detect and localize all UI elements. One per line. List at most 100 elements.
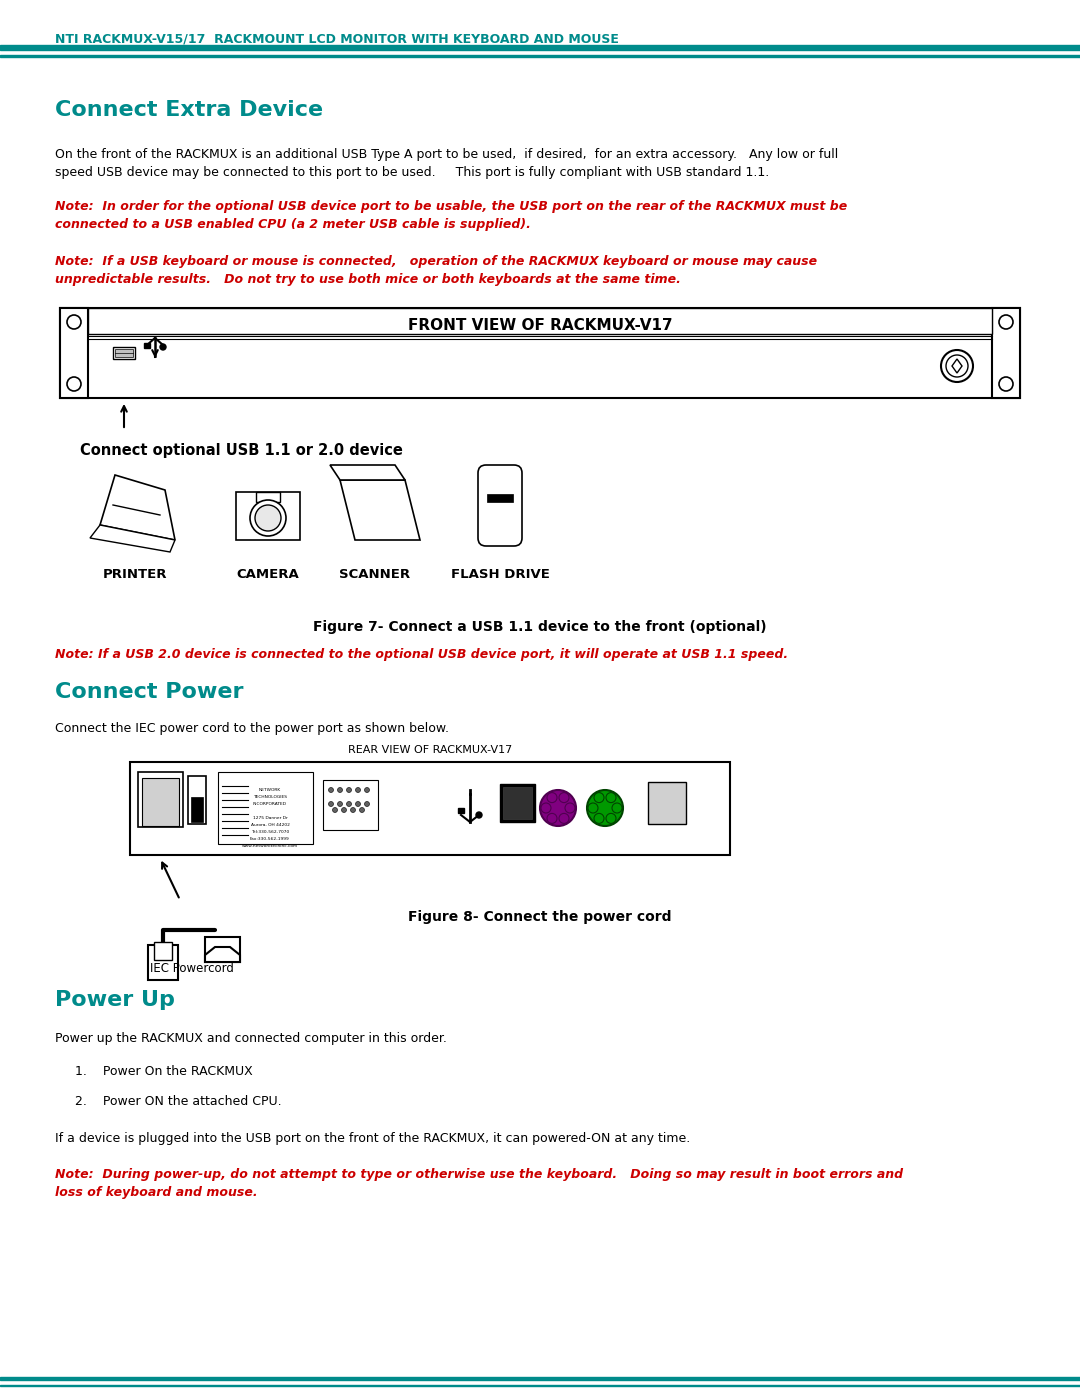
Text: CAMERA: CAMERA <box>237 569 299 581</box>
Text: Connect Extra Device: Connect Extra Device <box>55 101 323 120</box>
Bar <box>154 942 172 960</box>
Circle shape <box>476 812 482 819</box>
Bar <box>130 761 730 855</box>
Circle shape <box>999 314 1013 330</box>
Bar <box>60 307 87 398</box>
Text: Note:  If a USB keyboard or mouse is connected,   operation of the RACKMUX keybo: Note: If a USB keyboard or mouse is conn… <box>55 256 818 268</box>
Text: FLASH DRIVE: FLASH DRIVE <box>450 569 550 581</box>
Text: SCANNER: SCANNER <box>339 569 410 581</box>
Bar <box>141 778 179 826</box>
Circle shape <box>333 807 337 813</box>
Bar <box>191 798 203 821</box>
Text: unpredictable results.   Do not try to use both mice or both keyboards at the sa: unpredictable results. Do not try to use… <box>55 272 680 286</box>
Bar <box>0 1377 1080 1380</box>
Circle shape <box>337 788 342 792</box>
Text: INCORPORATED: INCORPORATED <box>253 802 287 806</box>
Circle shape <box>355 802 361 806</box>
Bar <box>144 344 150 348</box>
Bar <box>237 492 300 541</box>
Ellipse shape <box>259 507 276 529</box>
Text: If a device is plugged into the USB port on the front of the RACKMUX, it can pow: If a device is plugged into the USB port… <box>55 1132 690 1146</box>
Circle shape <box>355 788 361 792</box>
Bar <box>87 307 993 334</box>
Circle shape <box>337 802 342 806</box>
Circle shape <box>606 813 616 823</box>
Text: speed USB device may be connected to this port to be used.     This port is full: speed USB device may be connected to thi… <box>55 166 769 179</box>
Polygon shape <box>330 465 405 481</box>
Text: Note: If a USB 2.0 device is connected to the optional USB device port, it will : Note: If a USB 2.0 device is connected t… <box>55 648 788 661</box>
Bar <box>148 944 178 981</box>
Bar <box>993 307 1020 398</box>
Circle shape <box>612 803 622 813</box>
Circle shape <box>546 813 557 823</box>
Polygon shape <box>205 947 240 963</box>
Text: REAR VIEW OF RACKMUX-V17: REAR VIEW OF RACKMUX-V17 <box>348 745 512 754</box>
Circle shape <box>565 803 575 813</box>
Text: 1275 Danner Dr: 1275 Danner Dr <box>253 816 287 820</box>
Circle shape <box>328 802 334 806</box>
Bar <box>60 307 1020 398</box>
Text: Figure 8- Connect the power cord: Figure 8- Connect the power cord <box>408 909 672 923</box>
Circle shape <box>946 355 968 377</box>
Circle shape <box>941 351 973 381</box>
Text: loss of keyboard and mouse.: loss of keyboard and mouse. <box>55 1186 258 1199</box>
Text: IEC Powercord: IEC Powercord <box>150 963 234 975</box>
Circle shape <box>559 813 569 823</box>
Polygon shape <box>90 525 175 552</box>
Bar <box>648 782 686 824</box>
Circle shape <box>594 792 604 803</box>
Text: Note:  During power-up, do not attempt to type or otherwise use the keyboard.   : Note: During power-up, do not attempt to… <box>55 1168 903 1180</box>
Text: www.networktechinc.com: www.networktechinc.com <box>242 844 298 848</box>
Circle shape <box>67 377 81 391</box>
Text: NTI RACKMUX-V15/17  RACKMOUNT LCD MONITOR WITH KEYBOARD AND MOUSE: NTI RACKMUX-V15/17 RACKMOUNT LCD MONITOR… <box>55 32 619 45</box>
Bar <box>205 937 240 963</box>
Bar <box>138 773 183 827</box>
Bar <box>0 45 1080 50</box>
Circle shape <box>347 802 351 806</box>
Circle shape <box>365 802 369 806</box>
Circle shape <box>999 377 1013 391</box>
Circle shape <box>546 792 557 803</box>
Circle shape <box>365 788 369 792</box>
Text: On the front of the RACKMUX is an additional USB Type A port to be used,  if des: On the front of the RACKMUX is an additi… <box>55 148 838 161</box>
Polygon shape <box>951 359 962 373</box>
Polygon shape <box>340 481 420 541</box>
Text: 1.    Power On the RACKMUX: 1. Power On the RACKMUX <box>75 1065 253 1078</box>
Bar <box>458 807 464 813</box>
Circle shape <box>588 789 623 826</box>
Circle shape <box>160 344 166 351</box>
Bar <box>0 1384 1080 1386</box>
Circle shape <box>67 314 81 330</box>
Circle shape <box>255 504 281 531</box>
Bar <box>256 492 280 502</box>
Circle shape <box>249 500 286 536</box>
FancyBboxPatch shape <box>478 465 522 546</box>
Bar <box>503 787 532 819</box>
Text: Aurora, OH 44202: Aurora, OH 44202 <box>251 823 289 827</box>
Text: Fax:330-562-1999: Fax:330-562-1999 <box>251 837 289 841</box>
Text: Connect the IEC power cord to the power port as shown below.: Connect the IEC power cord to the power … <box>55 722 449 735</box>
Text: PRINTER: PRINTER <box>103 569 167 581</box>
Bar <box>188 775 206 824</box>
Text: 2.    Power ON the attached CPU.: 2. Power ON the attached CPU. <box>75 1095 282 1108</box>
Bar <box>114 349 133 358</box>
Text: Figure 7- Connect a USB 1.1 device to the front (optional): Figure 7- Connect a USB 1.1 device to th… <box>313 620 767 634</box>
Text: connected to a USB enabled CPU (a 2 meter USB cable is supplied).: connected to a USB enabled CPU (a 2 mete… <box>55 218 531 231</box>
Circle shape <box>360 807 365 813</box>
Polygon shape <box>100 475 175 541</box>
Bar <box>487 495 513 502</box>
Circle shape <box>541 803 551 813</box>
Text: NETWORK: NETWORK <box>259 788 281 792</box>
Text: Power Up: Power Up <box>55 990 175 1010</box>
Text: Tel:330-562-7070: Tel:330-562-7070 <box>251 830 289 834</box>
Circle shape <box>347 788 351 792</box>
Circle shape <box>594 813 604 823</box>
Text: Connect Power: Connect Power <box>55 682 243 703</box>
Bar <box>0 54 1080 57</box>
Circle shape <box>588 803 598 813</box>
Circle shape <box>606 792 616 803</box>
Circle shape <box>328 788 334 792</box>
Bar <box>323 780 378 830</box>
Text: Power up the RACKMUX and connected computer in this order.: Power up the RACKMUX and connected compu… <box>55 1032 447 1045</box>
Text: Note:  In order for the optional USB device port to be usable, the USB port on t: Note: In order for the optional USB devi… <box>55 200 847 212</box>
